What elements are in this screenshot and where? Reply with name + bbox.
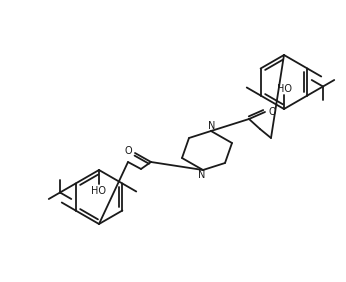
Text: HO: HO [91, 186, 107, 196]
Text: HO: HO [276, 84, 291, 94]
Text: N: N [198, 170, 206, 180]
Text: N: N [208, 121, 216, 131]
Text: O: O [268, 107, 276, 117]
Text: O: O [124, 146, 132, 156]
